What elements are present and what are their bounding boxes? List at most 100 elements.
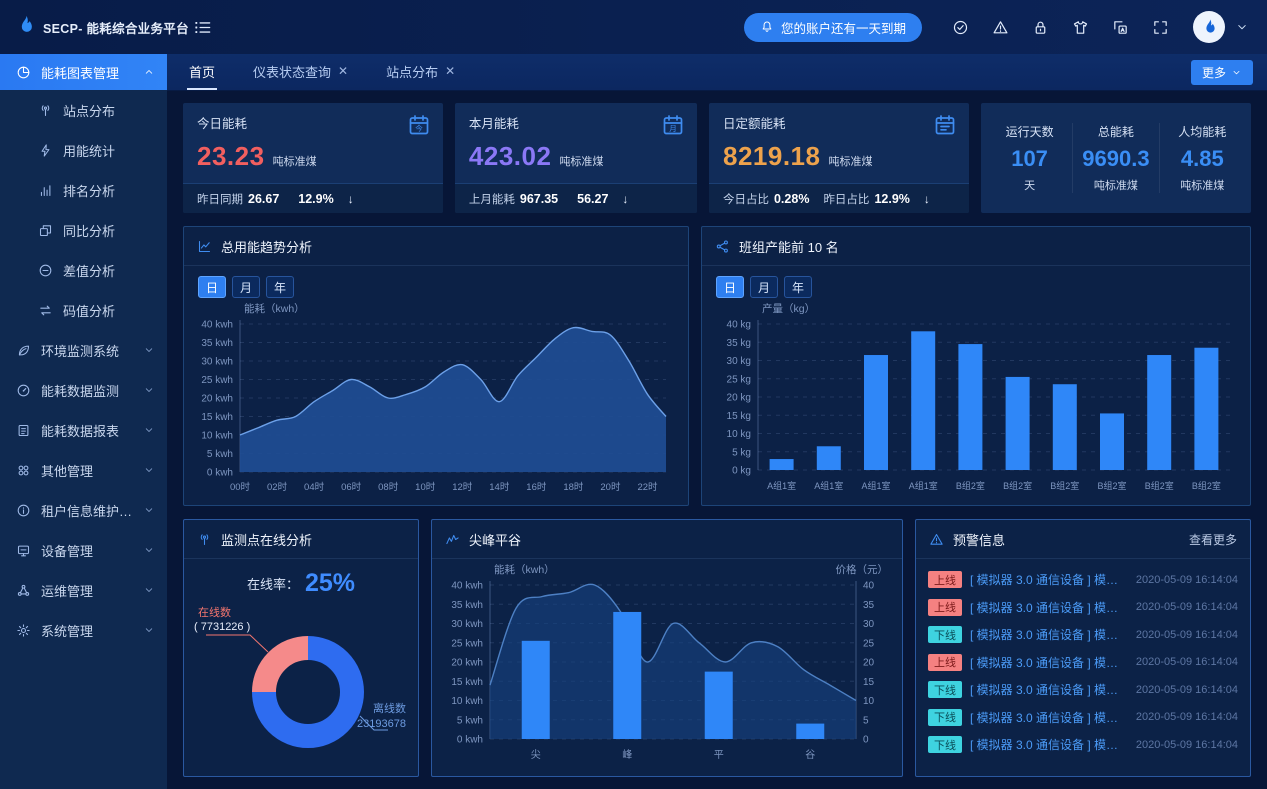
sidebar-collapse-icon[interactable] [193, 18, 212, 37]
sidebar-item-ops-management[interactable]: 运维管理 [0, 570, 167, 610]
fullscreen-icon[interactable] [1152, 19, 1169, 36]
panel-online-analysis: 监测点在线分析 在线率： 25% 在线数 ( 7731226 ) 离线数 2319367… [183, 519, 419, 777]
charts-row-1: 总用能趋势分析 日月年 能耗（kwh） 0 kwh 5 kwh 10 kwh 15 kw… [183, 226, 1251, 506]
close-icon[interactable]: ✕ [338, 64, 349, 78]
panel-alerts: 预警信息 查看更多 上线 [ 模拟器 3.0 通信设备 ] 模拟器 3.0... 2… [915, 519, 1251, 777]
stat-card-value: 423.02 [468, 141, 552, 171]
notice-text: 您的账户还有一天到期 [780, 21, 906, 36]
chevron-up-icon [143, 66, 155, 78]
account-expiry-notice[interactable]: 您的账户还有一天到期 [743, 12, 922, 42]
alert-message[interactable]: [ 模拟器 3.0 通信设备 ] 模拟器 3.0... [970, 573, 1128, 588]
alert-message[interactable]: [ 模拟器 3.0 通信设备 ] 模拟器 3.0... [970, 710, 1128, 725]
more-button[interactable]: 更多 [1190, 59, 1253, 85]
summary-label: 人均能耗 [1178, 125, 1227, 139]
svg-text:15 kwh: 15 kwh [451, 677, 483, 688]
svg-text:35 kwh: 35 kwh [201, 338, 233, 349]
alert-timestamp: 2020-05-09 16:14:04 [1135, 573, 1238, 586]
svg-text:30: 30 [863, 619, 875, 630]
stamp-check-icon[interactable] [952, 19, 969, 36]
sidebar: 能耗图表管理 站点分布 用能统计 排名分析 同比分析 差值分析 码值分析 环境监测系统 能耗数据… [0, 54, 167, 789]
gauge-icon [16, 383, 31, 398]
close-icon[interactable]: ✕ [445, 64, 456, 78]
alert-timestamp: 2020-05-09 16:14:04 [1135, 711, 1238, 724]
view-more-link[interactable]: 查看更多 [1188, 532, 1237, 547]
alert-row[interactable]: 上线 [ 模拟器 3.0 通信设备 ] 模拟器 3.0... 2020-05-09 … [928, 566, 1238, 594]
svg-text:14时: 14时 [489, 481, 510, 493]
sidebar-item-label: 码值分析 [63, 303, 116, 319]
alert-row[interactable]: 下线 [ 模拟器 3.0 通信设备 ] 模拟器 3.0... 2020-05-09 … [928, 731, 1238, 759]
sidebar-item-energy-usage-stats[interactable]: 用能统计 [0, 130, 167, 170]
alert-message[interactable]: [ 模拟器 3.0 通信设备 ] 模拟器 3.0... [970, 600, 1128, 615]
sidebar-item-yoy-analysis[interactable]: 同比分析 [0, 210, 167, 250]
panel-peak-valley: 尖峰平谷 能耗（kwh） 价格（元） 0 kwh 5 kwh 10 kwh 15 kwh 2… [431, 519, 903, 777]
period-toggle-day[interactable]: 日 [198, 276, 226, 298]
alert-row[interactable]: 下线 [ 模拟器 3.0 通信设备 ] 模拟器 3.0... 2020-05-09 … [928, 621, 1238, 649]
alert-message[interactable]: [ 模拟器 3.0 通信设备 ] 模拟器 3.0... [970, 738, 1128, 753]
sidebar-item-system-management[interactable]: 系统管理 [0, 610, 167, 650]
sidebar-item-label: 能耗数据报表 [41, 423, 120, 439]
tab-home[interactable]: 首页 [187, 54, 218, 90]
status-badge: 下线 [928, 626, 962, 644]
sidebar-item-difference-analysis[interactable]: 差值分析 [0, 250, 167, 290]
sidebar-item-other-management[interactable]: 其他管理 [0, 450, 167, 490]
period-toggle-year[interactable]: 年 [266, 276, 294, 298]
stat-card-0: 今日能耗 23.23 吨标准煤 今昨日同期 26.67 12.9% ↓ [183, 103, 443, 213]
panel-title: 尖峰平谷 [469, 532, 522, 548]
tab-site-distribution[interactable]: 站点分布 ✕ [384, 54, 457, 90]
warning-triangle-icon [929, 532, 944, 547]
lock-icon[interactable] [1032, 19, 1049, 36]
svg-text:10 kwh: 10 kwh [451, 696, 483, 707]
theme-shirt-icon[interactable] [1072, 19, 1089, 36]
chevron-down-icon [143, 424, 155, 436]
period-toggle-month[interactable]: 月 [232, 276, 260, 298]
period-toggle-month[interactable]: 月 [750, 276, 778, 298]
svg-text:月: 月 [669, 124, 677, 133]
translate-icon[interactable] [1112, 19, 1129, 36]
alert-row[interactable]: 下线 [ 模拟器 3.0 通信设备 ] 模拟器 3.0... 2020-05-09 … [928, 704, 1238, 732]
sidebar-item-ranking-analysis[interactable]: 排名分析 [0, 170, 167, 210]
topbar-icon-group [952, 19, 1169, 36]
stat-footer-item: 昨日占比 12.9% [823, 191, 910, 206]
peak-valley-chart: 能耗（kwh） 价格（元） 0 kwh 5 kwh 10 kwh 15 kwh 20 kwh… [432, 559, 902, 776]
stat-card-top: 日定额能耗 8219.18 吨标准煤 [709, 103, 969, 183]
bar-chart-icon [38, 183, 53, 198]
alert-row[interactable]: 下线 [ 模拟器 3.0 通信设备 ] 模拟器 3.0... 2020-05-09 … [928, 676, 1238, 704]
period-toggle-day[interactable]: 日 [716, 276, 744, 298]
alert-message[interactable]: [ 模拟器 3.0 通信设备 ] 模拟器 3.0... [970, 655, 1128, 670]
sidebar-item-tenant-info-management[interactable]: 租户信息维护管理 [0, 490, 167, 530]
alert-message[interactable]: [ 模拟器 3.0 通信设备 ] 模拟器 3.0... [970, 628, 1128, 643]
sidebar-item-energy-chart-management[interactable]: 能耗图表管理 [0, 54, 167, 90]
panel-header: 监测点在线分析 [184, 520, 418, 559]
chevron-down-icon [143, 504, 155, 516]
sidebar-item-label: 能耗图表管理 [41, 65, 120, 81]
sidebar-item-device-management[interactable]: 设备管理 [0, 530, 167, 570]
tab-meter-status[interactable]: 仪表状态查询 ✕ [251, 54, 350, 90]
tab-label: 仪表状态查询 [253, 64, 332, 80]
period-toggle-year[interactable]: 年 [784, 276, 812, 298]
svg-text:能耗（kwh）: 能耗（kwh） [494, 563, 555, 576]
status-badge: 上线 [928, 571, 962, 589]
alert-row[interactable]: 上线 [ 模拟器 3.0 通信设备 ] 模拟器 3.0... 2020-05-09 … [928, 594, 1238, 622]
user-menu-chevron-down-icon[interactable] [1235, 20, 1249, 34]
sidebar-item-label: 租户信息维护管理 [41, 503, 133, 519]
team-chart-svg: 产量（kg） 0 kg 5 kg 10 kg 15 kg 20 kg 25 kg 30 kg 3… [727, 302, 1230, 491]
status-badge: 下线 [928, 708, 962, 726]
alert-row[interactable]: 上线 [ 模拟器 3.0 通信设备 ] 模拟器 3.0... 2020-05-09 … [928, 649, 1238, 677]
sidebar-item-label: 排名分析 [63, 183, 116, 199]
svg-text:25 kwh: 25 kwh [451, 638, 483, 649]
sidebar-item-code-value-analysis[interactable]: 码值分析 [0, 290, 167, 330]
sidebar-item-environment-monitoring[interactable]: 环境监测系统 [0, 330, 167, 370]
sidebar-item-energy-data-monitoring[interactable]: 能耗数据监测 [0, 370, 167, 410]
stat-card-footer: 上月能耗 967.35 56.27 ↓ [454, 183, 697, 213]
svg-text:0 kwh: 0 kwh [457, 735, 483, 746]
energy-trend-chart: 能耗（kwh） 0 kwh 5 kwh 10 kwh 15 kwh 20 kwh 25 kw… [184, 298, 688, 505]
panel-header: 班组产能前 10 名 [702, 227, 1250, 266]
stat-card-footer: 昨日同期 26.67 12.9% ↓ [183, 183, 443, 213]
calendar-quota-icon [933, 113, 957, 142]
warning-triangle-icon[interactable] [992, 19, 1009, 36]
avatar[interactable] [1193, 11, 1225, 43]
svg-text:离线数: 离线数 [373, 701, 406, 715]
alert-message[interactable]: [ 模拟器 3.0 通信设备 ] 模拟器 3.0... [970, 683, 1128, 698]
sidebar-item-energy-data-report[interactable]: 能耗数据报表 [0, 410, 167, 450]
sidebar-item-site-distribution[interactable]: 站点分布 [0, 90, 167, 130]
